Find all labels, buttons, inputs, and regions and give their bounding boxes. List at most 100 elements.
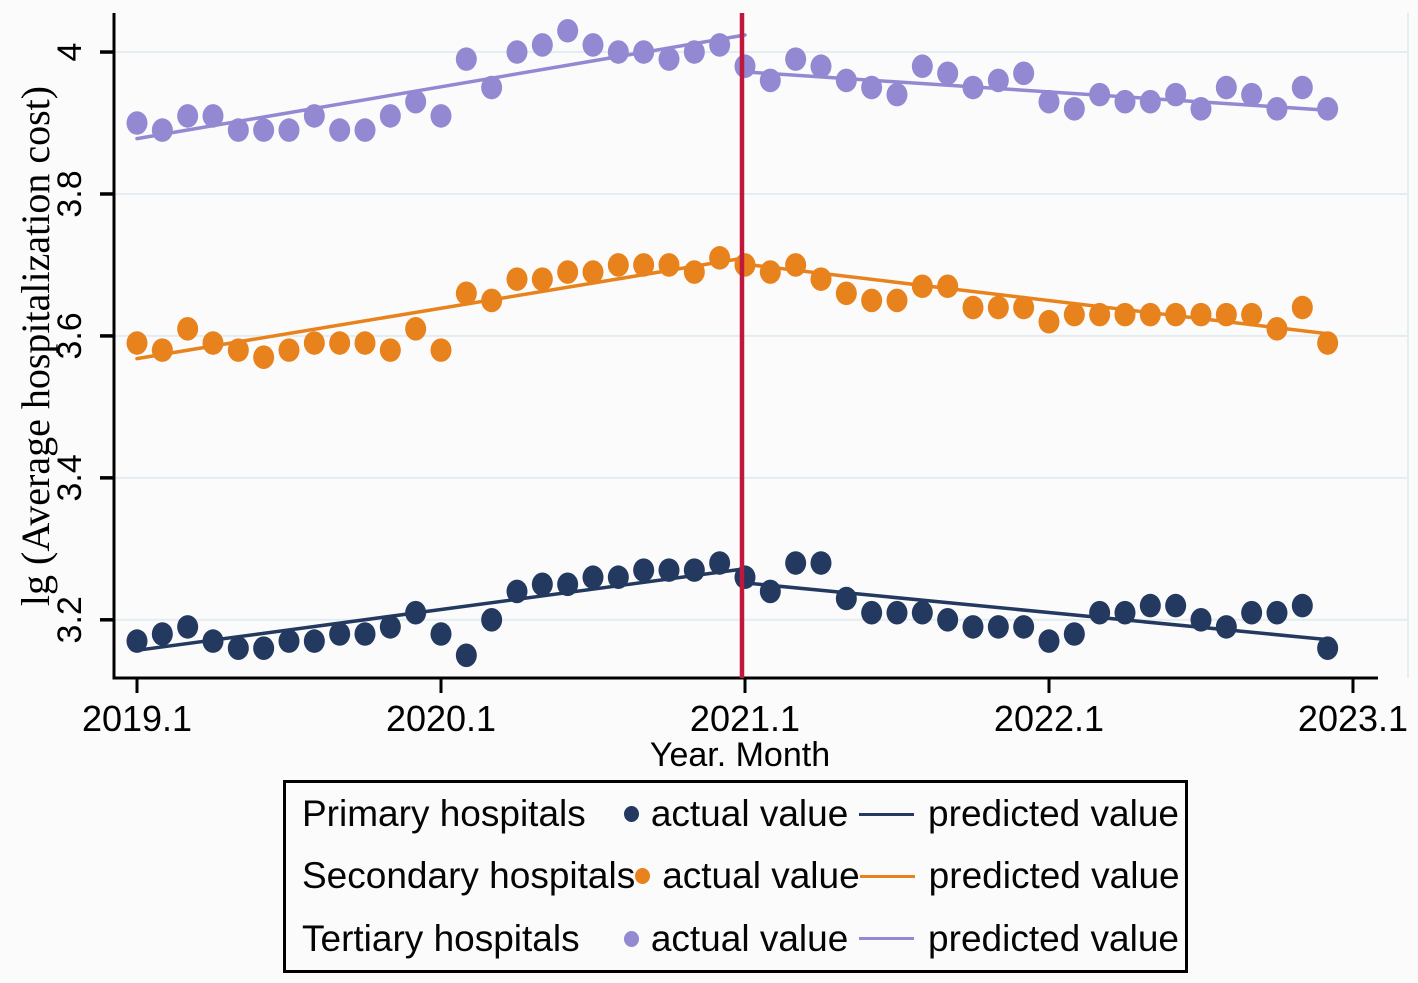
predicted-value-line-icon [859,937,915,941]
actual-value-point [1266,600,1288,625]
actual-value-point [329,118,351,142]
actual-value-point [582,33,604,57]
x-tick-label: 2020.1 [386,698,496,739]
actual-value-point [481,288,503,313]
predicted-value-line-icon [859,812,915,816]
actual-value-point [1215,302,1237,327]
actual-value-point [1013,295,1035,320]
actual-value-point [633,253,655,277]
actual-value-point [1038,309,1060,334]
plot-area: 4 3.8 3.6 3.4 3.2 2019.1 2020.1 2021.1 2022.1 202… [13,13,1409,774]
actual-value-point [303,629,325,653]
actual-value-point [151,118,173,142]
actual-value-point [126,111,148,135]
actual-value-point [455,281,477,306]
actual-value-point [1190,302,1212,327]
actual-value-point [1063,97,1085,121]
actual-value-point [582,260,604,284]
actual-value-point [405,600,427,625]
legend-actual-group: actual value [623,918,859,960]
actual-value-point [1215,615,1237,639]
legend-row-tertiary: Tertiary hospitals actual value predicte… [302,909,1179,969]
actual-value-point [911,54,933,79]
y-tick-label: 4 [51,43,89,62]
actual-value-point [329,622,351,646]
actual-value-point [886,600,908,625]
actual-value-dot-icon [623,930,639,947]
actual-value-point [810,267,832,291]
actual-value-point [1114,600,1136,625]
actual-value-point [1063,622,1085,646]
actual-value-point [658,558,680,582]
actual-value-point [1266,97,1288,121]
actual-value-point [835,281,857,306]
actual-value-point [151,338,173,362]
legend-series-label: Tertiary hospitals [302,917,580,959]
legend-predicted-group: predicted value [859,918,1179,960]
actual-value-point [785,551,807,575]
legend-predicted-group: predicted value [859,793,1179,835]
predicted-value-label: predicted value [928,855,1180,897]
actual-value-point [1089,82,1111,107]
x-tick-label: 2022.1 [994,698,1104,739]
actual-value-point [506,579,528,604]
actual-value-point [177,104,199,128]
actual-value-point [861,75,883,100]
actual-value-point [227,118,249,142]
actual-value-point [1139,593,1161,618]
actual-value-point [1038,89,1060,114]
actual-value-point [531,572,553,597]
actual-value-point [455,47,477,71]
actual-value-point [582,565,604,590]
actual-value-point [354,331,376,355]
actual-value-point [557,18,579,43]
actual-value-point [658,47,680,71]
actual-value-point [405,317,427,341]
actual-value-point [557,260,579,284]
actual-value-point [278,338,300,362]
actual-value-point [1114,302,1136,327]
actual-value-point [1317,636,1339,660]
actual-value-point [202,629,224,653]
actual-value-point [1291,593,1313,618]
actual-value-point [861,600,883,625]
legend-row-secondary: Secondary hospitals actual value predict… [302,846,1180,906]
actual-value-point [658,253,680,277]
x-tick-label: 2021.1 [690,698,800,739]
actual-value-point [709,551,731,575]
actual-value-point [835,586,857,611]
actual-value-point [962,615,984,639]
actual-value-point [734,565,756,590]
actual-value-point [303,331,325,355]
actual-value-point [633,558,655,582]
actual-value-point [607,40,629,64]
actual-value-point [987,615,1009,639]
actual-value-point [379,104,401,128]
actual-value-point [354,622,376,646]
x-axis-title: Year. Month [650,736,830,774]
actual-value-point [126,629,148,653]
actual-value-point [1241,600,1263,625]
actual-value-point [151,622,173,646]
actual-value-point [506,267,528,291]
actual-value-point [430,338,452,362]
actual-value-point [126,331,148,355]
legend-predicted-group: predicted value [859,855,1180,897]
actual-value-point [835,68,857,93]
actual-value-point [1139,302,1161,327]
y-axis-title: lg (Average hospitalization cost) [13,86,58,606]
legend-actual-group: actual value [623,793,859,835]
predicted-value-label: predicted value [928,793,1179,835]
actual-value-point [1165,82,1187,107]
actual-value-point [253,345,275,370]
predicted-line-post [743,581,1330,642]
y-tick-label: 3.2 [51,596,89,643]
actual-value-point [455,643,477,668]
predicted-value-line-icon [859,874,915,878]
legend-series-label: Primary hospitals [302,793,586,835]
actual-value-point [785,47,807,71]
actual-value-point [810,54,832,79]
predicted-line-post [743,262,1330,336]
actual-value-point [937,274,959,299]
actual-value-point [405,89,427,114]
